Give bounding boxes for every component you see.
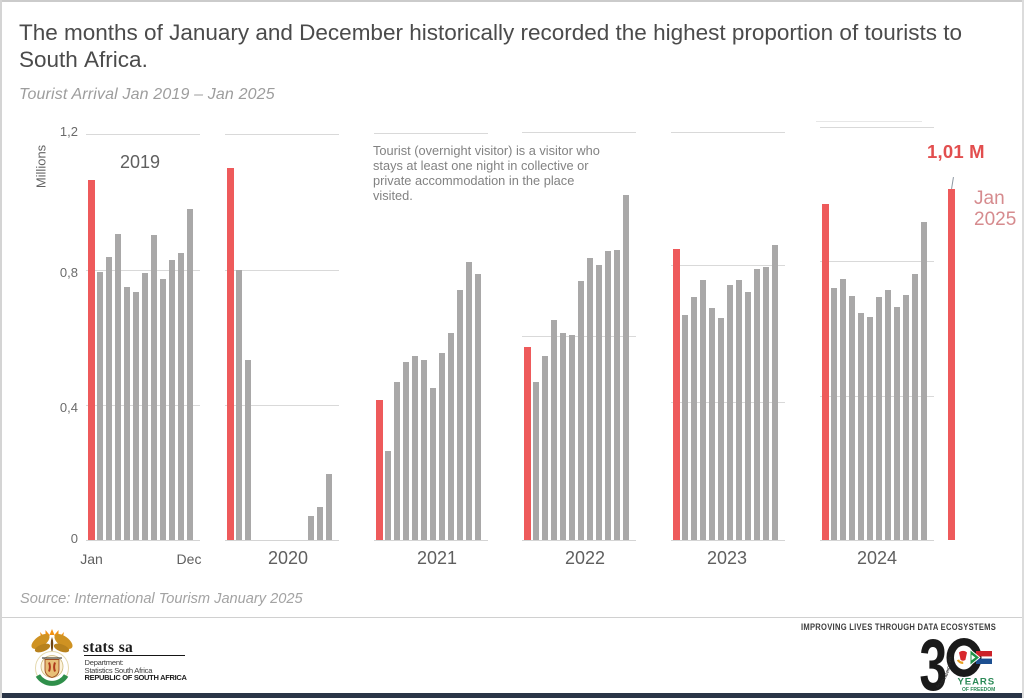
svg-text:OF FREEDOM: OF FREEDOM xyxy=(962,687,995,692)
svg-text:3: 3 xyxy=(919,634,947,692)
svg-text:YEARS: YEARS xyxy=(958,676,996,687)
